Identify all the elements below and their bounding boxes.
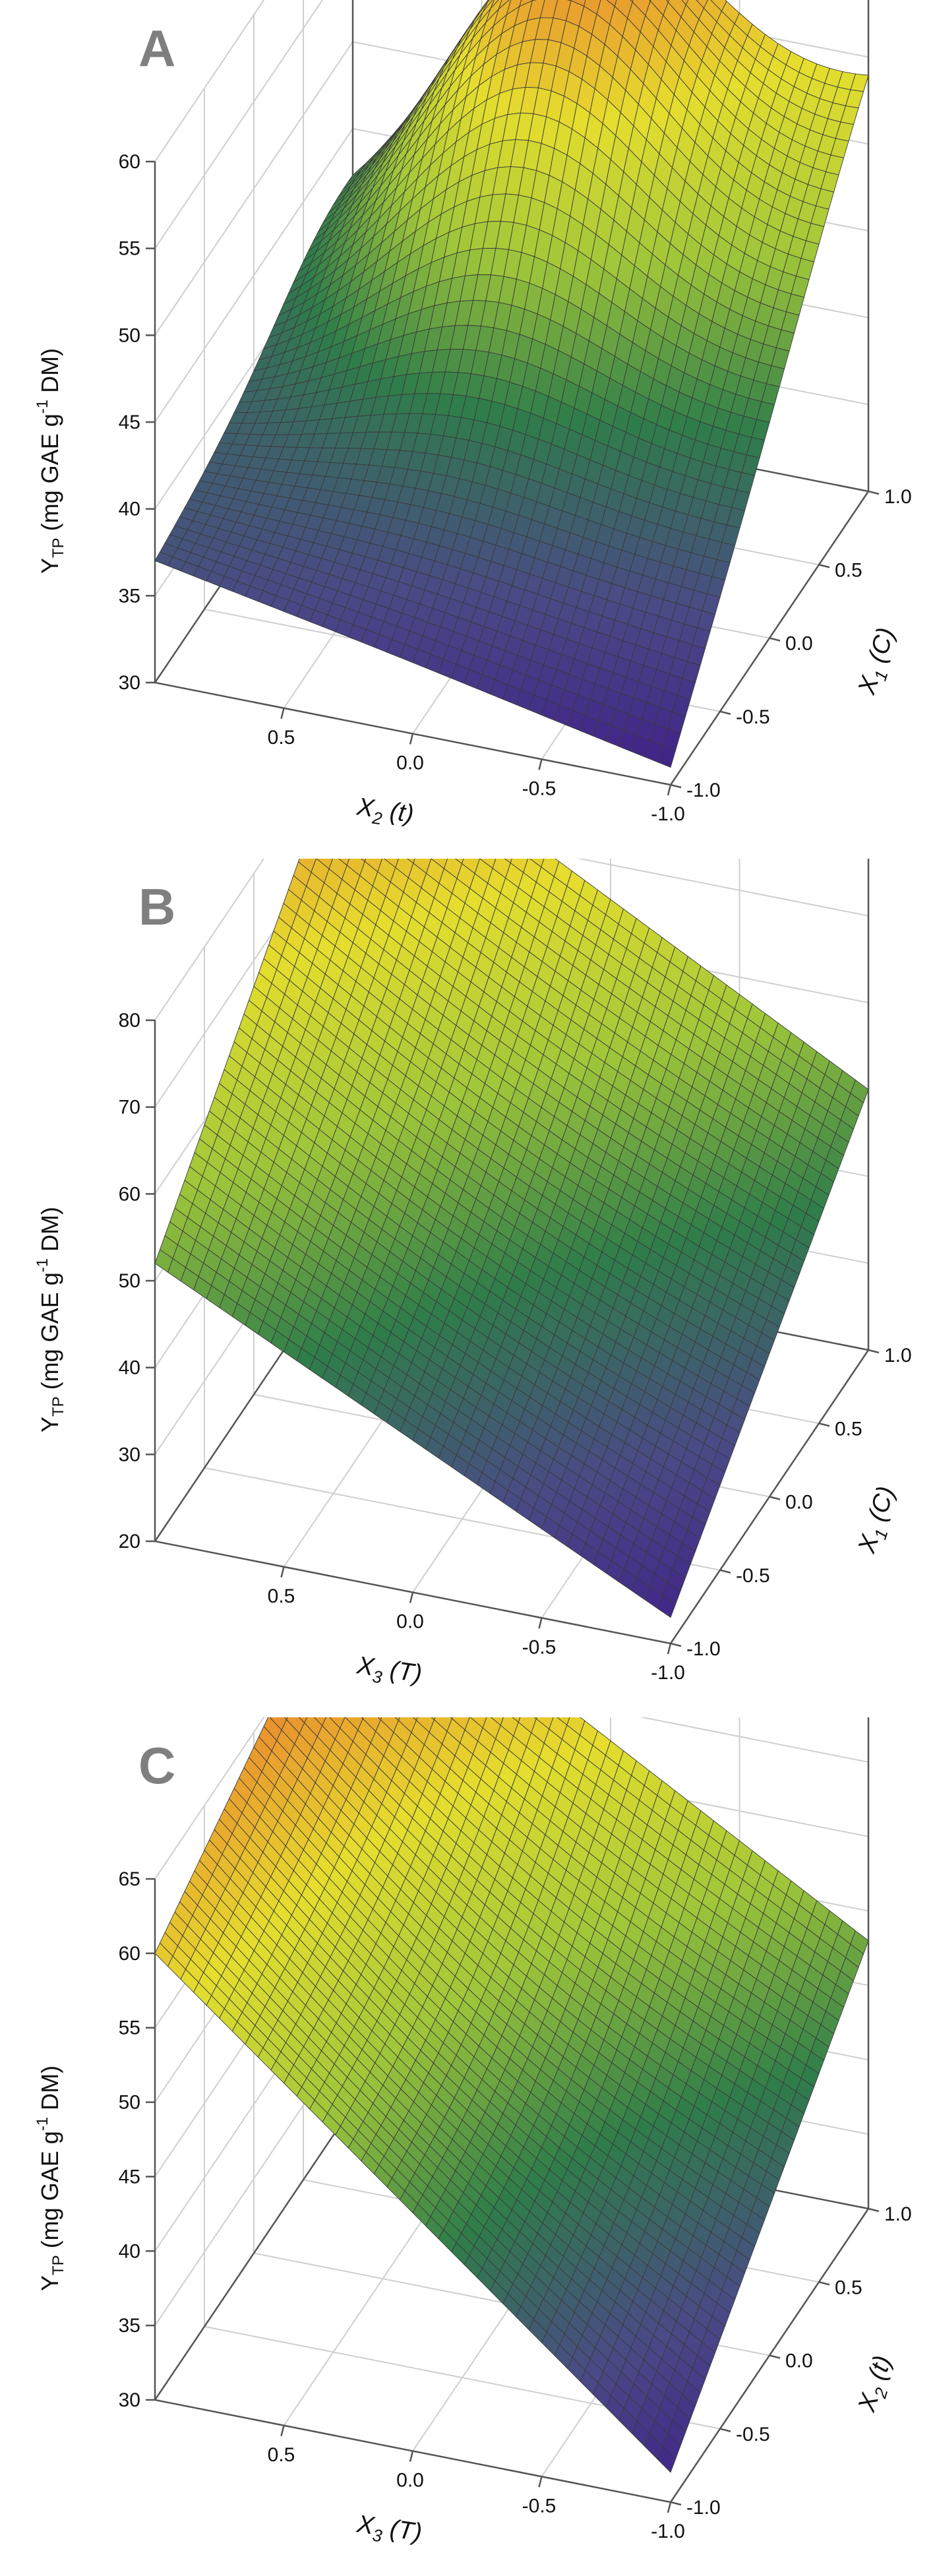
x-tick-label: 0.5 [268,2444,295,2466]
x-tick-label: -0.5 [522,2495,557,2517]
y-tick-label: -1.0 [686,2497,721,2519]
z-tick-label: 20 [119,1531,140,1552]
z-axis-label: YTP (mg GAE g-1 DM) [34,348,67,574]
x-tick-label: -0.5 [522,778,557,799]
x-tick-label: 0.0 [396,752,424,774]
z-tick-label: 40 [119,499,140,520]
z-tick-label: 50 [119,2092,140,2114]
x-tick-label: -1.0 [651,1662,685,1684]
x-tick-label: -0.5 [522,1636,557,1658]
y-tick-label: 1.0 [884,2203,912,2225]
panel-a: 30 35 40 45 50 55 60 0.5 0.0 -0.5 -1.0 -1.0 -0.5 0.0 0… [0,0,935,859]
x-tick-label: -1.0 [651,2521,685,2542]
panel-c: 30 35 40 45 50 55 60 65 0.5 0.0 -0.5 -1.0 -1.0 -0.5 0.… [0,1717,935,2576]
surface-chart: 30 35 40 45 50 55 60 65 0.5 0.0 -0.5 -1.0-1.0 -0.5 0.… [34,1717,912,2551]
x-tick-label: -1.0 [651,803,685,825]
z-axis-label: YTP (mg GAE g-1 DM) [34,1207,67,1432]
z-tick-label: 45 [119,412,140,433]
surface-cell [657,1595,677,1618]
x-tick-label: 0.5 [268,727,295,749]
z-tick-label: 60 [119,1183,140,1205]
z-tick-label: 50 [119,1270,140,1292]
z-tick-label: 40 [119,1357,140,1379]
surface-chart: 20 30 40 50 60 70 80 0.5 0.0 -0.5 -1.0-1.0 -0.5 0.0 0… [34,859,912,1692]
y-tick-label: -1.0 [686,780,721,801]
z-tick-label: 30 [119,1444,140,1465]
y-tick-label: -0.5 [736,706,770,728]
z-tick-label: 80 [119,1010,140,1031]
x-tick-label: 0.0 [396,1611,424,1633]
surface-cell [657,2445,677,2473]
x-axis-label: X2 (t) [354,793,415,833]
y-tick-label: 0.0 [785,2350,813,2372]
z-tick-label: 60 [119,1943,140,1965]
y-tick-label: 0.0 [785,633,813,655]
y-tick-label: 0.0 [785,1492,813,1514]
z-tick-label: 55 [119,238,140,260]
z-tick-label: 65 [119,1868,140,1890]
z-tick-label: 70 [119,1097,140,1119]
x-tick-label: 0.5 [268,1585,295,1607]
tick-labels: 20 30 40 50 60 70 80 0.5 0.0 -0.5 -1.0-1.0 -0.5 0.0 0… [119,1010,912,1684]
surface-mesh [154,859,869,1618]
y-tick-label: 1.0 [884,1345,912,1366]
z-gridline [154,859,265,1021]
panel-b: 20 30 40 50 60 70 80 0.5 0.0 -0.5 -1.0 -1.0 -0.5 0.0 0… [0,859,935,1717]
z-axis-label: YTP (mg GAE g-1 DM) [34,2066,67,2291]
y-tick-label: -0.5 [736,2424,770,2445]
x-axis-label: X3 (T) [354,2510,424,2551]
surface-mesh [154,0,869,768]
surface-mesh [154,1717,869,2473]
axis-edge [154,2106,354,2401]
z-gridline [154,0,265,162]
z-tick-label: 50 [119,324,140,346]
surface-cell [657,745,677,768]
y-tick-label: -1.0 [686,1638,721,1660]
y-tick-label: 1.0 [884,486,912,508]
y-axis-label: X1 (C) [853,1483,905,1558]
z-gridline [154,859,869,1108]
y-axis-label: X1 (C) [853,625,905,700]
panel-letter: C [138,1736,175,1794]
y-tick-label: 0.5 [835,1418,862,1440]
tick-labels: 30 35 40 45 50 55 60 0.5 0.0 -0.5 -1.0-1.0 -0.5 0.0 0… [119,151,912,825]
y-tick-label: -0.5 [736,1565,770,1587]
y-tick-label: 0.5 [835,2277,862,2298]
tick-labels: 30 35 40 45 50 55 60 65 0.5 0.0 -0.5 -1.0-1.0 -0.5 0.… [119,1868,912,2542]
z-tick-label: 60 [119,151,140,173]
surface-chart: 30 35 40 45 50 55 60 0.5 0.0 -0.5 -1.0-1.0 -0.5 0.0 0… [34,0,912,833]
z-tick-label: 35 [119,585,140,607]
panel-letter: A [138,19,175,77]
y-tick-label: 0.5 [835,559,862,581]
z-tick-label: 55 [119,2017,140,2039]
z-tick-label: 45 [119,2166,140,2188]
z-tick-label: 30 [119,672,140,694]
panel-letter: B [138,878,175,936]
z-tick-label: 35 [119,2315,140,2337]
x-tick-label: 0.0 [396,2470,424,2492]
x-axis-label: X3 (T) [354,1651,424,1692]
z-gridline [154,1717,265,1880]
z-tick-label: 30 [119,2389,140,2411]
y-axis-label: X2 (t) [853,2352,901,2417]
z-tick-label: 40 [119,2240,140,2262]
